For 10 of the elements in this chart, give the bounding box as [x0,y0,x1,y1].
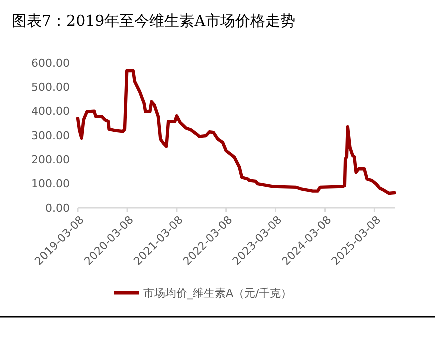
chart-title: 图表7：2019年至今维生素A市场价格走势 [12,12,296,30]
y-tick-label: 0.00 [46,202,70,215]
y-tick-label: 500.00 [32,81,70,94]
legend-label: 市场均价_维生素A（元/千克） [144,286,292,300]
y-tick-label: 100.00 [32,178,70,191]
y-tick-label: 300.00 [32,129,70,142]
y-tick-label: 600.00 [32,56,70,70]
line-series [76,69,396,196]
y-tick-label: 200.00 [32,154,70,167]
y-tick-label: 400.00 [32,105,70,118]
